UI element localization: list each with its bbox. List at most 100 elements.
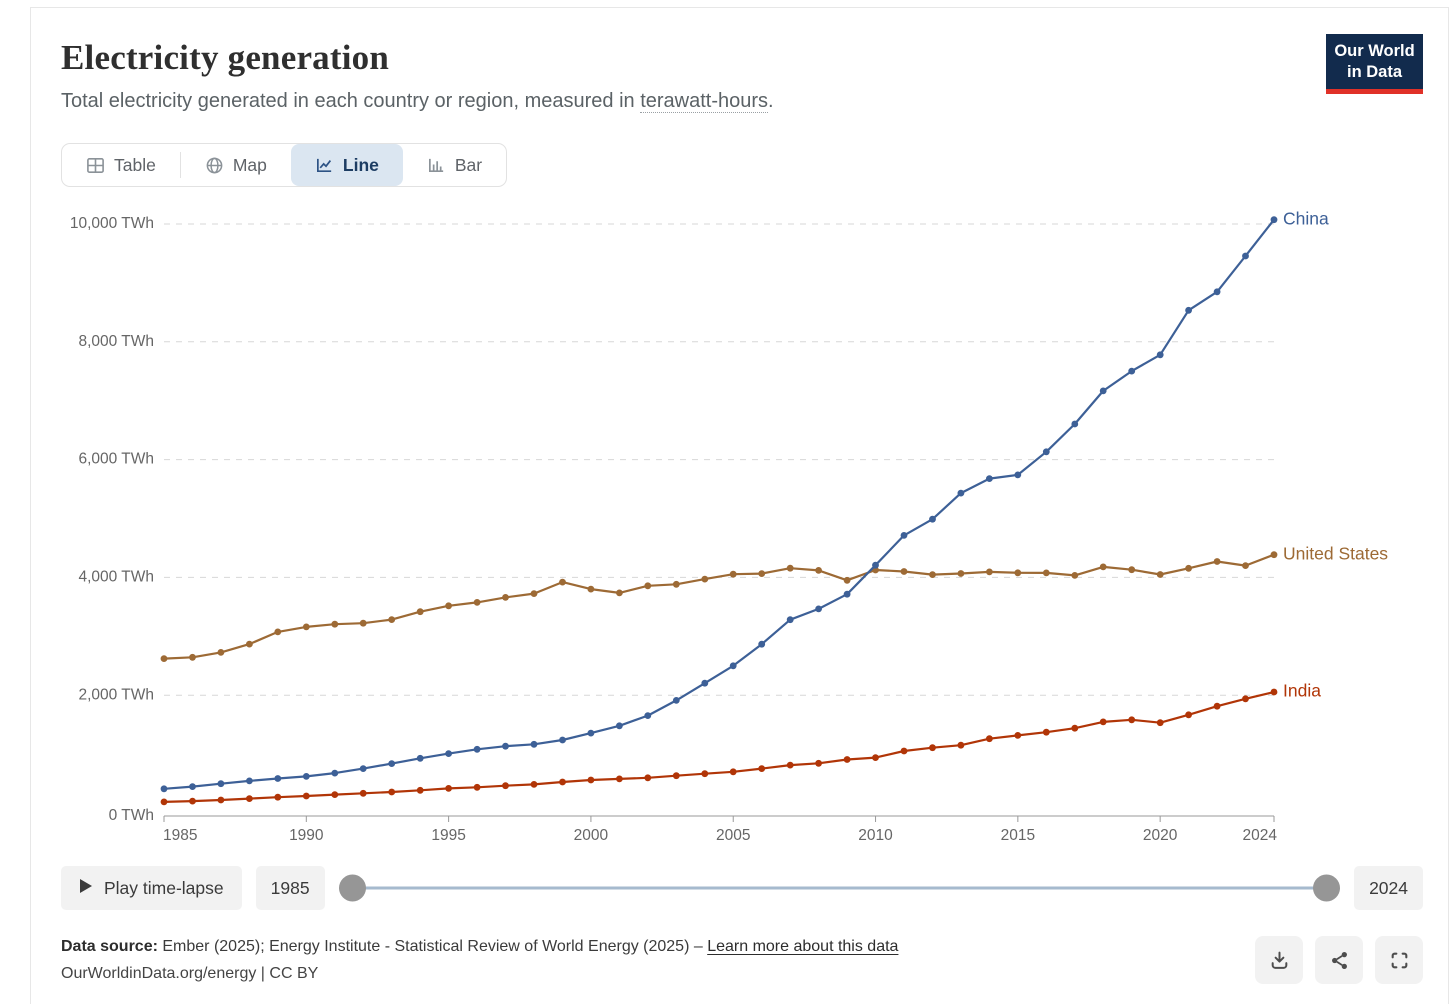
- slider-handle-start[interactable]: [338, 874, 366, 902]
- play-timelapse-button[interactable]: Play time-lapse: [61, 866, 242, 910]
- data-point-china: [587, 729, 595, 737]
- tab-table[interactable]: Table: [62, 144, 180, 186]
- x-axis-label: 1990: [289, 827, 324, 844]
- data-point-india: [559, 778, 566, 786]
- data-point-china: [900, 532, 908, 539]
- data-point-china: [274, 775, 282, 782]
- data-point-china: [1014, 471, 1022, 479]
- data-point-china: [986, 475, 993, 482]
- data-point-united-states: [644, 582, 652, 590]
- chart-header: Electricity generation Total electricity…: [61, 34, 1423, 113]
- x-axis-label: 1985: [163, 827, 197, 844]
- series-label-india[interactable]: India: [1283, 681, 1321, 701]
- tab-divider: [179, 152, 181, 178]
- series-label-china[interactable]: China: [1283, 208, 1329, 228]
- timeline-slider[interactable]: [338, 873, 1341, 903]
- data-point-united-states: [843, 576, 851, 584]
- y-axis-label: 0 TWh: [109, 807, 154, 824]
- timeline-end-year[interactable]: 2024: [1354, 866, 1423, 910]
- data-point-india: [815, 759, 822, 767]
- data-point-united-states: [502, 594, 509, 601]
- data-point-india: [388, 788, 396, 796]
- fullscreen-icon: [1389, 950, 1410, 971]
- data-point-united-states: [587, 585, 595, 593]
- data-point-india: [1242, 695, 1249, 703]
- data-point-united-states: [445, 602, 452, 610]
- timeline-start-year[interactable]: 1985: [255, 866, 325, 910]
- data-point-china: [473, 745, 481, 753]
- data-point-china: [929, 515, 936, 523]
- data-point-india: [1014, 732, 1022, 739]
- data-point-china: [872, 561, 879, 569]
- line-chart-icon: [315, 156, 334, 175]
- data-point-india: [843, 756, 851, 763]
- data-point-india: [986, 735, 993, 743]
- data-point-india: [359, 789, 367, 797]
- slider-track[interactable]: [346, 886, 1333, 890]
- slider-handle-end[interactable]: [1313, 874, 1341, 902]
- y-axis-label: 6,000 TWh: [78, 451, 154, 468]
- data-point-china: [359, 765, 367, 772]
- data-point-china: [246, 777, 253, 785]
- data-point-india: [1156, 719, 1164, 727]
- download-button[interactable]: [1255, 936, 1303, 985]
- data-point-india: [701, 770, 709, 778]
- data-point-china: [758, 640, 766, 648]
- series-line-united-states: [163, 553, 1275, 660]
- data-point-china: [388, 760, 396, 767]
- subtitle-text: Total electricity generated in each coun…: [61, 90, 641, 112]
- page-title: Electricity generation: [61, 38, 390, 77]
- data-point-china: [502, 742, 509, 750]
- data-source-line: Data source: Ember (2025); Energy Instit…: [61, 933, 898, 960]
- x-axis-label: 2020: [1143, 827, 1178, 844]
- data-point-united-states: [1242, 562, 1249, 569]
- data-point-india: [957, 741, 965, 749]
- data-point-india: [502, 782, 509, 790]
- data-point-united-states: [559, 578, 566, 586]
- data-point-united-states: [957, 570, 965, 577]
- data-point-united-states: [1213, 558, 1221, 565]
- share-button[interactable]: [1315, 936, 1363, 985]
- data-point-india: [246, 795, 253, 802]
- grapher-frame: Electricity generation Total electricity…: [30, 7, 1449, 1004]
- data-point-united-states: [1099, 563, 1107, 571]
- data-point-india: [729, 768, 737, 776]
- data-point-china: [331, 769, 339, 777]
- data-point-united-states: [359, 619, 367, 627]
- data-point-united-states: [217, 649, 225, 656]
- tab-bar[interactable]: Bar: [403, 144, 506, 186]
- data-point-united-states: [900, 568, 908, 575]
- data-point-china: [729, 662, 737, 670]
- data-point-india: [331, 791, 339, 798]
- data-point-china: [160, 785, 168, 793]
- data-point-united-states: [274, 628, 282, 636]
- x-axis-label: 2024: [1243, 827, 1278, 844]
- x-axis-label: 2015: [1001, 827, 1035, 844]
- series-label-united-states[interactable]: United States: [1283, 543, 1388, 563]
- data-point-united-states: [786, 564, 794, 572]
- data-point-china: [1042, 448, 1050, 456]
- tab-label: Bar: [454, 154, 483, 175]
- data-point-india: [929, 744, 936, 752]
- data-point-china: [701, 679, 709, 687]
- tab-map[interactable]: Map: [181, 144, 291, 186]
- fullscreen-button[interactable]: [1375, 936, 1423, 985]
- data-point-united-states: [331, 620, 339, 628]
- chart-type-tabs: Table Map Line Bar: [61, 143, 508, 187]
- terawatt-hours-link[interactable]: terawatt-hours: [640, 90, 769, 113]
- tab-label: Map: [232, 154, 267, 175]
- learn-more-link[interactable]: Learn more about this data: [707, 938, 899, 955]
- data-point-india: [274, 793, 282, 801]
- data-point-china: [786, 616, 794, 624]
- data-point-united-states: [1014, 569, 1022, 577]
- data-point-united-states: [729, 570, 737, 578]
- line-chart: 0 TWh 2,000 TWh 4,000 TWh 6,000 TWh 8,000 TW…: [70, 208, 1388, 844]
- data-point-india: [872, 754, 879, 761]
- owid-logo-line2: in Data: [1346, 63, 1402, 82]
- tab-line[interactable]: Line: [290, 144, 403, 186]
- data-point-china: [843, 590, 851, 598]
- data-point-united-states: [160, 655, 168, 662]
- tab-label: Line: [342, 154, 379, 175]
- data-point-united-states: [815, 567, 822, 574]
- data-point-china: [189, 783, 196, 790]
